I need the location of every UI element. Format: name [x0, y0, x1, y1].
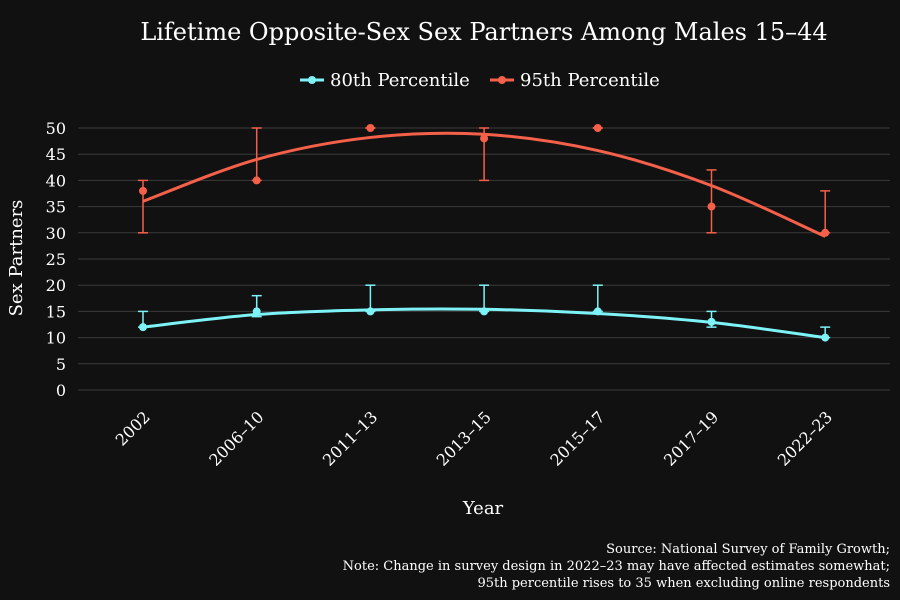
- x-tick-label: 2011–13: [319, 407, 381, 469]
- data-point[interactable]: [593, 307, 602, 316]
- y-tick-label: 25: [46, 250, 66, 269]
- data-point[interactable]: [593, 124, 602, 132]
- source-note-line-3: 95th percentile rises to 35 when excludi…: [477, 576, 890, 591]
- y-tick-label: 45: [46, 145, 66, 164]
- data-point[interactable]: [821, 333, 830, 342]
- source-note-line-1: Source: National Survey of Family Growth…: [606, 542, 890, 557]
- legend-item-95th[interactable]: 95th Percentile: [490, 70, 660, 91]
- series-layer: [138, 124, 831, 342]
- y-tick-label: 5: [56, 355, 66, 374]
- series-0: [138, 284, 831, 342]
- x-tick-label: 2022–23: [774, 407, 836, 469]
- y-tick-label: 15: [46, 302, 66, 321]
- x-tick-label: 2013–15: [433, 407, 495, 469]
- y-tick-label: 35: [46, 198, 66, 217]
- source-note-line-2: Note: Change in survey design in 2022–23…: [343, 559, 890, 574]
- data-point[interactable]: [139, 186, 147, 195]
- y-tick-label: 30: [46, 224, 66, 243]
- x-tick-label: 2006–10: [205, 407, 267, 469]
- y-tick-label: 10: [46, 329, 66, 348]
- x-tick-label: 2002: [112, 407, 154, 449]
- data-point[interactable]: [366, 124, 375, 132]
- series-1: [138, 124, 831, 238]
- data-point[interactable]: [707, 202, 716, 211]
- x-axis-ticks: 2002 2006–10 2011–13 2013–15 2015–17 2017–19 2…: [112, 407, 836, 469]
- legend-marker-95th: [498, 76, 506, 84]
- data-point[interactable]: [480, 134, 489, 143]
- x-tick-label: 2015–17: [546, 407, 608, 469]
- data-point[interactable]: [252, 307, 261, 316]
- legend-item-80th[interactable]: 80th Percentile: [300, 70, 470, 91]
- y-axis-title: Sex Partners: [6, 200, 27, 317]
- data-point[interactable]: [480, 307, 489, 316]
- y-axis-ticks: 0 5 10 15 20 25 30 35 40 45 50: [46, 119, 66, 400]
- x-axis-title: Year: [462, 498, 504, 519]
- data-point[interactable]: [821, 228, 830, 237]
- y-tick-label: 0: [56, 381, 66, 400]
- legend-label-95th: 95th Percentile: [520, 70, 660, 91]
- chart-title: Lifetime Opposite-Sex Sex Partners Among…: [140, 18, 827, 46]
- data-point[interactable]: [139, 323, 147, 332]
- legend-label-80th: 80th Percentile: [330, 70, 470, 91]
- legend[interactable]: 80th Percentile 95th Percentile: [300, 70, 660, 91]
- x-tick-label: 2017–19: [660, 407, 722, 469]
- y-tick-label: 40: [46, 171, 66, 190]
- y-tick-label: 20: [46, 276, 66, 295]
- data-point[interactable]: [707, 317, 716, 326]
- data-point[interactable]: [252, 176, 261, 185]
- legend-marker-80th: [308, 76, 316, 84]
- data-point[interactable]: [366, 307, 375, 316]
- y-tick-label: 50: [46, 119, 66, 138]
